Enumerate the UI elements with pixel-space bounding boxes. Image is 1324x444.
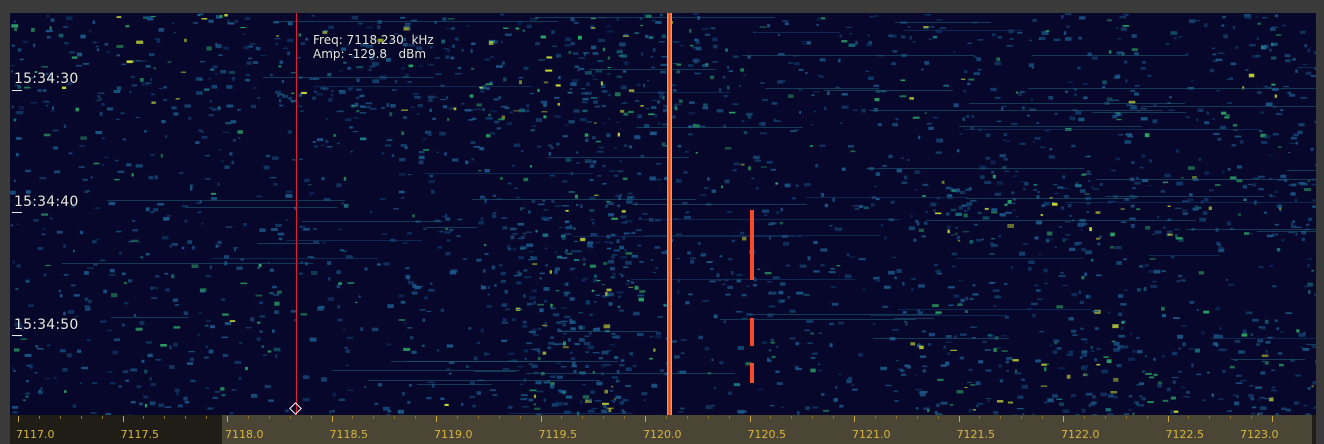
axis-tick — [436, 416, 437, 422]
axis-minor-tick — [164, 416, 166, 419]
axis-minor-tick — [665, 416, 667, 419]
axis-tick — [1272, 416, 1273, 422]
axis-tick — [645, 416, 646, 422]
axis-minor-tick — [707, 416, 709, 419]
axis-minor-tick — [1230, 416, 1232, 419]
amplitude-readout: Amp: -129.8 dBm — [313, 47, 427, 61]
axis-minor-tick — [59, 416, 61, 419]
axis-minor-tick — [206, 416, 208, 419]
axis-minor-tick — [582, 416, 584, 419]
axis-minor-tick — [916, 416, 918, 419]
axis-minor-tick — [1000, 416, 1002, 419]
time-tick — [12, 212, 22, 213]
frequency-cursor-line[interactable] — [296, 13, 297, 415]
secondary-signal-burst — [750, 363, 754, 383]
axis-minor-tick — [38, 416, 40, 419]
waterfall-noise-layer — [10, 13, 1316, 415]
axis-minor-tick — [624, 416, 626, 419]
axis-tick — [18, 416, 19, 422]
frequency-readout: Freq: 7118.230 kHz — [313, 33, 434, 47]
axis-minor-tick — [268, 416, 270, 419]
axis-label: 7117.5 — [120, 428, 160, 441]
carrier-signal-trace — [667, 13, 672, 415]
axis-tick — [331, 416, 333, 422]
axis-label: 7120.0 — [643, 428, 682, 441]
axis-tick — [958, 416, 960, 422]
axis-minor-tick — [770, 416, 772, 419]
axis-minor-tick — [185, 416, 187, 419]
axis-minor-tick — [791, 416, 793, 419]
axis-minor-tick — [289, 416, 291, 419]
axis-tick — [227, 416, 228, 422]
axis-minor-tick — [373, 416, 375, 419]
axis-minor-tick — [1021, 416, 1023, 419]
axis-minor-tick — [812, 416, 814, 419]
axis-label: 7121.0 — [852, 428, 891, 441]
axis-label: 7118.0 — [225, 428, 264, 441]
noise-speckles — [10, 13, 1316, 415]
axis-minor-tick — [1209, 416, 1211, 419]
axis-minor-tick — [1146, 416, 1148, 419]
axis-minor-tick — [895, 416, 897, 419]
axis-label: 7122.0 — [1061, 428, 1100, 441]
axis-minor-tick — [1083, 416, 1085, 419]
axis-visible-band — [222, 415, 1312, 444]
axis-minor-tick — [519, 416, 521, 419]
axis-minor-tick — [937, 416, 939, 419]
time-tick — [12, 90, 22, 91]
axis-label: 7120.5 — [747, 428, 787, 441]
secondary-signal-burst — [750, 210, 754, 280]
axis-minor-tick — [477, 416, 479, 419]
axis-tick — [122, 416, 124, 422]
time-label-2: 15:34:40 — [14, 194, 79, 210]
axis-minor-tick — [310, 416, 312, 419]
axis-label: 7123.0 — [1240, 428, 1279, 441]
time-tick — [12, 335, 22, 336]
waterfall-display[interactable]: Freq: 7118.230 kHz Amp: -129.8 dBm 15:34… — [10, 13, 1316, 415]
axis-minor-tick — [603, 416, 605, 419]
axis-minor-tick — [728, 416, 730, 419]
axis-minor-tick — [415, 416, 417, 419]
axis-label: 7117.0 — [16, 428, 55, 441]
axis-minor-tick — [686, 416, 688, 419]
axis-minor-tick — [1125, 416, 1127, 419]
axis-minor-tick — [1188, 416, 1190, 419]
cursor-readout: Freq: 7118.230 kHz Amp: -129.8 dBm — [313, 33, 434, 61]
axis-label: 7118.5 — [329, 428, 369, 441]
axis-minor-tick — [456, 416, 458, 419]
axis-minor-tick — [1042, 416, 1044, 419]
time-label-1: 15:34:30 — [14, 71, 79, 87]
axis-minor-tick — [1251, 416, 1253, 419]
axis-label: 7121.5 — [956, 428, 996, 441]
axis-minor-tick — [143, 416, 145, 419]
axis-minor-tick — [498, 416, 500, 419]
axis-minor-tick — [352, 416, 354, 419]
axis-tick — [854, 416, 855, 422]
axis-minor-tick — [80, 416, 82, 419]
axis-tick — [749, 416, 751, 422]
axis-label: 7122.5 — [1165, 428, 1205, 441]
axis-tick — [1167, 416, 1169, 422]
axis-minor-tick — [561, 416, 563, 419]
axis-minor-tick — [979, 416, 981, 419]
axis-minor-tick — [394, 416, 396, 419]
axis-minor-tick — [874, 416, 876, 419]
axis-label: 7119.0 — [434, 428, 473, 441]
frequency-axis[interactable]: 7117.0 7117.5 7118.0 7118.5 7119.0 7119.5 7120… — [10, 415, 1316, 444]
axis-tick — [1063, 416, 1064, 422]
time-label-3: 15:34:50 — [14, 317, 79, 333]
secondary-signal-burst — [750, 318, 754, 346]
axis-minor-tick — [833, 416, 835, 419]
axis-minor-tick — [1104, 416, 1106, 419]
axis-minor-tick — [247, 416, 249, 419]
axis-minor-tick — [101, 416, 103, 419]
axis-label: 7119.5 — [538, 428, 578, 441]
axis-tick — [540, 416, 542, 422]
